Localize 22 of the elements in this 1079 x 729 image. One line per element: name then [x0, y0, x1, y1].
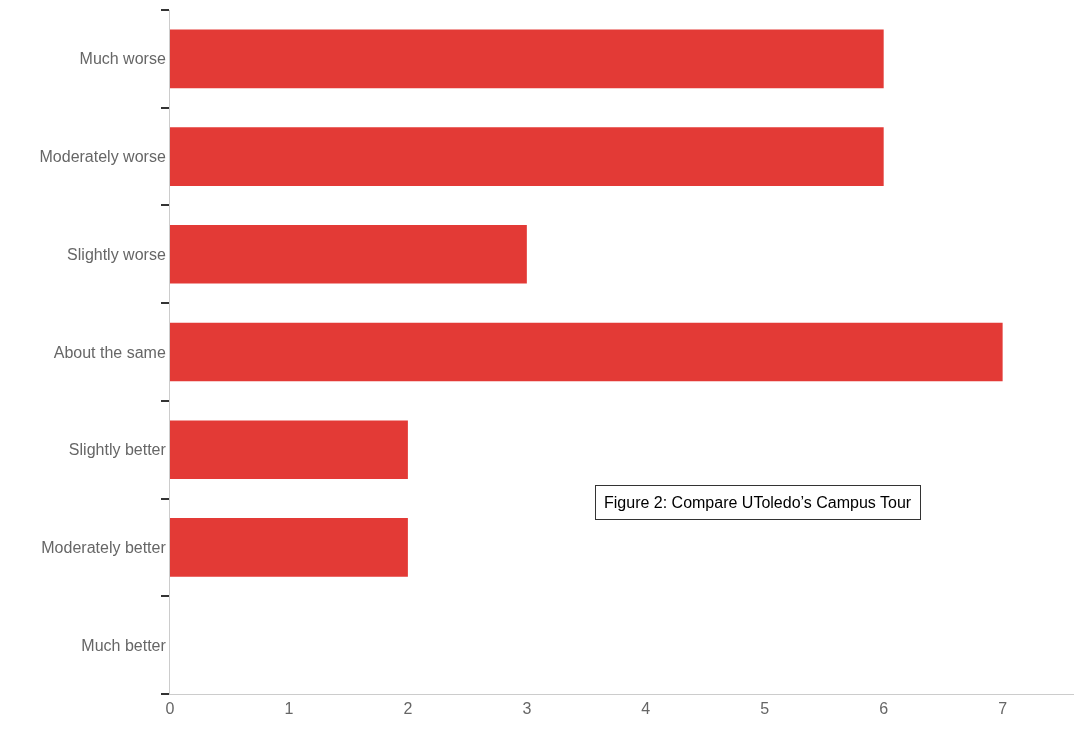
bar — [170, 322, 1003, 382]
y-tick-label: Much better — [81, 636, 167, 654]
bar — [170, 518, 408, 577]
bar — [170, 420, 408, 480]
y-tick-label: Moderately worse — [39, 148, 166, 166]
x-tick-label: 4 — [641, 700, 651, 718]
y-tick-label: Slightly worse — [67, 245, 166, 263]
x-tick-label: 0 — [165, 700, 175, 718]
x-tick-label: 7 — [998, 700, 1008, 718]
y-tick-label: Slightly better — [68, 441, 167, 459]
annotation: Figure 2: Compare UToledo’s Campus Tour — [604, 494, 912, 511]
y-tick-label: Moderately better — [41, 539, 167, 557]
x-tick-label: 1 — [284, 700, 294, 718]
y-tick-label: About the same — [53, 343, 166, 361]
x-tick-label: 2 — [403, 700, 413, 718]
x-tick-label: 5 — [760, 700, 770, 718]
x-tick-label: 6 — [879, 700, 889, 718]
bar — [170, 224, 527, 284]
bar — [170, 127, 884, 186]
x-tick-label: 3 — [522, 700, 532, 718]
y-tick-label: Much worse — [79, 50, 166, 68]
bar — [170, 29, 884, 89]
